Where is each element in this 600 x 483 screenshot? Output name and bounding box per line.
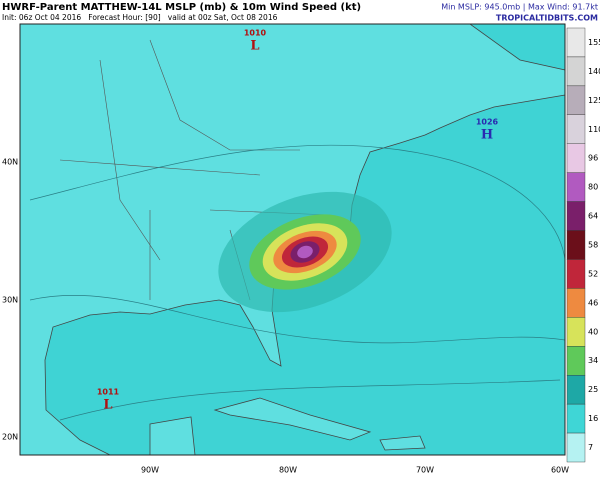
lon-label: 80W xyxy=(279,466,297,475)
title: HWRF-Parent MATTHEW-14L MSLP (mb) & 10m … xyxy=(2,2,361,13)
map xyxy=(19,23,566,456)
pressure-symbol: H xyxy=(481,128,493,143)
colorbar-label: 46 xyxy=(588,298,598,307)
isobars xyxy=(29,144,566,421)
hurricane xyxy=(218,191,392,313)
colorbar-segment xyxy=(566,375,586,405)
credit: TROPICALTIDBITS.COM xyxy=(496,14,598,23)
pressure-symbol: L xyxy=(103,398,112,413)
lon-label: 70W xyxy=(416,466,434,475)
colorbar-segment xyxy=(566,27,586,58)
colorbar-segment xyxy=(566,346,586,376)
lat-label: 40N xyxy=(2,158,18,167)
colorbar-segment xyxy=(566,403,586,434)
colorbar-label: 96 xyxy=(588,154,598,163)
lat-label: 30N xyxy=(2,296,18,305)
stats: Min MSLP: 945.0mb | Max Wind: 91.7kt xyxy=(441,3,598,12)
colorbar-segment xyxy=(566,259,586,289)
cuba xyxy=(213,397,372,441)
colorbar-label: 7 xyxy=(588,443,593,452)
pressure-value: 1011 xyxy=(97,388,120,397)
colorbar-label: 58 xyxy=(588,241,598,250)
colorbar-label: 34 xyxy=(588,356,598,365)
subtitle: Init: 06z Oct 04 2016 Forecast Hour: [90… xyxy=(2,13,278,22)
pressure-value: 1010 xyxy=(244,29,267,38)
colorbar-segment xyxy=(566,143,586,173)
colorbar-segment xyxy=(566,56,586,87)
map-frame xyxy=(19,23,566,456)
colorbar-segment xyxy=(566,201,586,231)
colorbar-segment xyxy=(566,114,586,144)
colorbar-label: 155 xyxy=(588,38,600,47)
colorbar-label: 140 xyxy=(588,67,600,76)
pressure-value: 1026 xyxy=(476,118,499,127)
lon-label: 60W xyxy=(551,466,569,475)
hispaniola xyxy=(379,435,426,451)
colorbar-label: 110 xyxy=(588,125,600,134)
colorbar-segment xyxy=(566,317,586,347)
colorbar-label: 80 xyxy=(588,183,598,192)
colorbar-segment xyxy=(566,288,586,318)
colorbar-segment xyxy=(566,230,586,260)
colorbar-label: 52 xyxy=(588,269,598,278)
lat-label: 20N xyxy=(2,433,18,442)
pressure-symbol: L xyxy=(250,39,259,54)
colorbar-segment xyxy=(566,85,586,116)
colorbar-segment xyxy=(566,432,586,463)
colorbar-label: 25 xyxy=(588,385,598,394)
lon-label: 90W xyxy=(141,466,159,475)
colorbar-label: 125 xyxy=(588,96,600,105)
colorbar-label: 16 xyxy=(588,414,598,423)
colorbar-segment xyxy=(566,172,586,202)
colorbar-label: 40 xyxy=(588,327,598,336)
colorbar-label: 64 xyxy=(588,212,598,221)
yucatan xyxy=(149,416,196,456)
